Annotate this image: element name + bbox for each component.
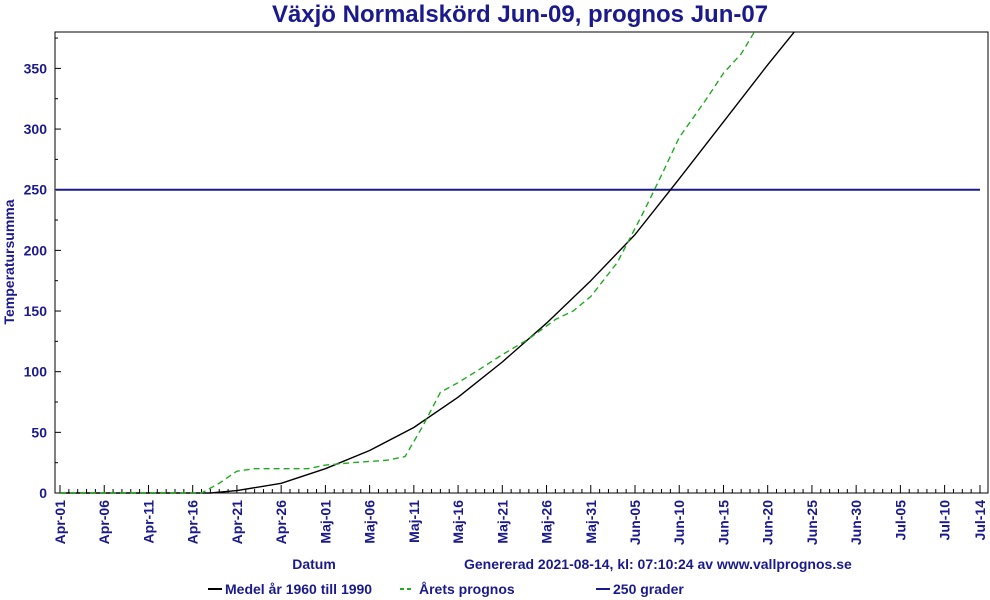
series-layer [56, 32, 980, 494]
x-tick-label: Maj-16 [450, 500, 466, 544]
plot-area [54, 31, 989, 494]
x-tick-label: Jul-14 [972, 500, 988, 541]
y-tick-label: 350 [24, 60, 48, 76]
y-tick-label: 150 [24, 303, 48, 319]
y-tick-label: 200 [24, 242, 48, 258]
y-axis-label: Temperatursumma [1, 199, 17, 324]
y-tick-label: 300 [24, 121, 48, 137]
x-tick-label: Maj-31 [583, 500, 599, 544]
y-tick-label: 0 [39, 485, 47, 501]
x-tick-label: Jun-20 [760, 500, 776, 545]
y-tick-label: 100 [24, 364, 48, 380]
x-tick-label: Apr-06 [96, 500, 112, 545]
legend-label-250: 250 grader [613, 581, 684, 597]
x-tick-label: Maj-06 [362, 500, 378, 544]
x-tick-label: Jun-25 [804, 500, 820, 545]
x-tick-label: Jun-10 [671, 500, 687, 545]
x-tick-label: Jun-05 [627, 500, 643, 545]
x-tick-label: Maj-01 [317, 500, 333, 544]
x-tick-label: Jul-10 [937, 500, 953, 541]
x-tick-label: Apr-11 [140, 500, 156, 544]
x-tick-label: Maj-11 [406, 500, 422, 543]
legend-label-medel: Medel år 1960 till 1990 [225, 581, 372, 597]
x-tick-label: Maj-21 [494, 500, 510, 544]
x-tick-label: Jul-05 [892, 500, 908, 541]
x-tick-label: Apr-21 [229, 500, 245, 545]
y-axis: 0 50 100 150 200 250 300 350 [24, 37, 61, 501]
x-tick-label: Maj-26 [539, 500, 555, 544]
series-prognos-line [60, 32, 756, 494]
x-tick-label: Jun-15 [715, 500, 731, 545]
x-tick-label: Apr-01 [52, 500, 68, 545]
y-tick-label: 50 [31, 424, 47, 440]
legend: Medel år 1960 till 1990 Årets prognos 25… [208, 581, 684, 597]
x-axis-label: Datum [292, 556, 336, 572]
legend-label-prognos: Årets prognos [419, 581, 515, 597]
x-tick-label: Apr-16 [185, 500, 201, 545]
x-tick-label: Jun-30 [848, 500, 864, 545]
y-tick-label: 250 [24, 182, 48, 198]
chart-title: Växjö Normalskörd Jun-09, prognos Jun-07 [272, 1, 768, 28]
x-tick-label: Apr-26 [273, 500, 289, 545]
x-axis: Apr-01 Apr-06 Apr-11 Apr-16 Apr-21 Apr-26 Maj-… [52, 485, 988, 545]
generated-text: Genererad 2021-08-14, kl: 07:10:24 av ww… [464, 556, 852, 572]
